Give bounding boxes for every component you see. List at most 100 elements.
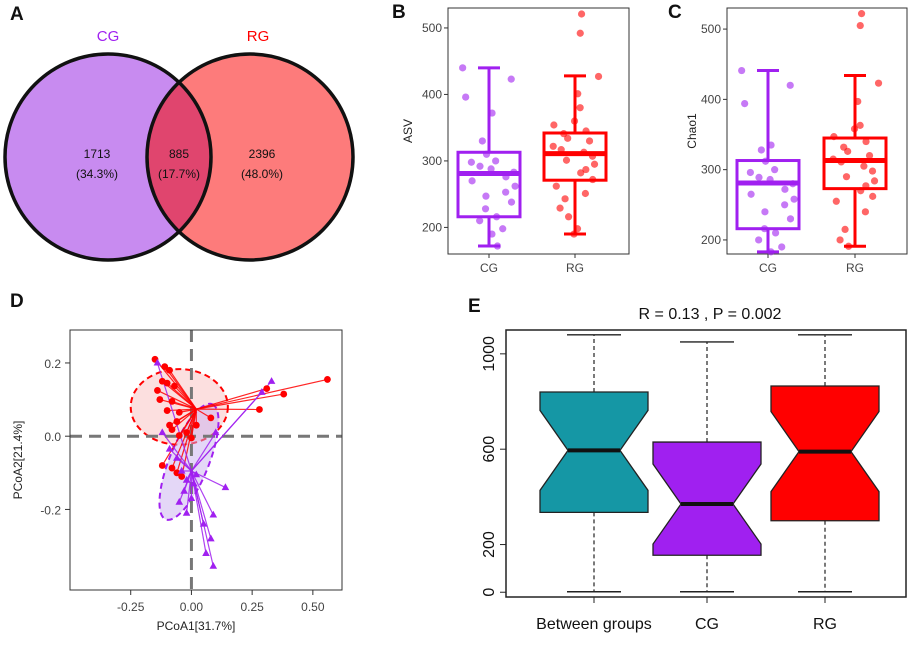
- spider-line: [173, 385, 197, 410]
- data-point: [549, 142, 557, 150]
- venn-overlap-region: [147, 82, 211, 232]
- y-tick-label: 500: [422, 21, 442, 35]
- data-point: [830, 133, 838, 141]
- spider-line: [190, 470, 214, 516]
- x-tick-label: RG: [846, 261, 864, 275]
- panel-label-a: A: [10, 4, 24, 25]
- rg-sample-point: [168, 398, 176, 405]
- data-point: [550, 121, 558, 129]
- data-point: [755, 236, 763, 244]
- rg-sample-point: [280, 390, 288, 398]
- data-point: [582, 127, 590, 135]
- panel-label-b: B: [392, 2, 406, 23]
- data-point: [741, 99, 749, 108]
- y-tick-label: -0.2: [40, 503, 61, 517]
- y-tick-label: 600: [481, 436, 498, 463]
- cg-sample-point: [209, 510, 218, 518]
- data-point: [767, 141, 775, 149]
- cg-sample-point: [209, 561, 218, 569]
- data-point: [761, 208, 769, 216]
- data-point: [577, 10, 586, 18]
- data-point: [576, 29, 584, 37]
- cg-sample-point: [202, 549, 210, 556]
- spider-line: [190, 432, 217, 472]
- data-point: [557, 146, 565, 154]
- data-point: [836, 236, 844, 244]
- data-point: [502, 188, 510, 196]
- venn-set-label-rg: RG: [247, 28, 270, 45]
- panel-label-d: D: [10, 291, 24, 312]
- cg-sample-point: [207, 534, 215, 542]
- rg-sample-point: [173, 469, 181, 477]
- data-point: [767, 248, 775, 256]
- data-point: [761, 157, 770, 165]
- data-point: [561, 195, 569, 203]
- cg-sample-point: [267, 377, 276, 384]
- cg-sample-point: [173, 453, 181, 461]
- data-point: [492, 157, 500, 165]
- y-tick-label: 300: [422, 154, 442, 168]
- spider-line: [171, 400, 197, 410]
- venn-diagram: CG RG 1713 (34.3%) 885 (17.7%) 2396 (48.…: [3, 28, 355, 262]
- venn-overlap-count: 885: [169, 147, 189, 161]
- data-point: [507, 75, 515, 83]
- cg-sample-point: [182, 475, 191, 483]
- data-point: [582, 165, 590, 174]
- data-point: [577, 169, 585, 177]
- data-point: [562, 156, 571, 164]
- venn-rg-only-count: 2396: [249, 147, 276, 161]
- data-point: [476, 217, 484, 225]
- data-point: [590, 160, 599, 168]
- cg-sample-point: [182, 508, 191, 516]
- x-tick-label: Between groups: [536, 616, 652, 633]
- data-point: [860, 162, 868, 170]
- rg-sample-point: [156, 396, 164, 403]
- data-point: [493, 242, 502, 250]
- data-point: [869, 192, 877, 200]
- data-point: [589, 175, 597, 184]
- data-point: [844, 242, 853, 250]
- y-tick-label: 1000: [481, 336, 498, 372]
- spider-line: [161, 432, 192, 472]
- data-point: [482, 150, 491, 158]
- cg-sample-point: [211, 428, 220, 436]
- y-tick-label: 400: [701, 92, 721, 106]
- y-tick-label: 0: [481, 588, 498, 597]
- rg-sample-point: [263, 385, 271, 392]
- x-tick-label: 0.50: [301, 600, 325, 614]
- data-point: [487, 165, 495, 173]
- data-point: [476, 162, 484, 170]
- data-point: [771, 229, 780, 237]
- plot-frame: [447, 7, 630, 255]
- rg-sample-point: [175, 408, 183, 416]
- cg-sample-point: [153, 358, 162, 366]
- venn-set-label-cg: CG: [97, 28, 120, 45]
- data-point: [870, 177, 879, 185]
- data-point: [757, 146, 765, 154]
- data-point: [492, 213, 501, 221]
- data-point: [781, 201, 789, 209]
- data-point: [488, 230, 496, 238]
- data-point: [844, 147, 852, 155]
- y-tick-label: 300: [701, 163, 721, 177]
- asv-boxplot: 200 300 400 500 ASV CG RG: [401, 7, 630, 275]
- data-point: [502, 173, 510, 181]
- data-point: [868, 167, 877, 175]
- cg-sample-point: [192, 470, 201, 478]
- rg-sample-point: [192, 421, 200, 429]
- venn-outline-rg: [145, 52, 355, 262]
- spider-line: [190, 391, 263, 472]
- rg-sample-point: [168, 426, 176, 434]
- data-point: [467, 158, 475, 166]
- rg-sample-point: [168, 464, 176, 472]
- venn-cg-only-percent: (34.3%): [76, 167, 118, 181]
- venn-overlap-percent: (17.7%): [158, 167, 200, 181]
- y-tick-label: 500: [701, 22, 721, 36]
- data-point: [837, 158, 845, 166]
- data-point: [738, 66, 746, 75]
- data-point: [874, 79, 883, 87]
- panel-label-e: E: [468, 296, 481, 317]
- x-tick-label: 0.25: [240, 600, 264, 614]
- data-point: [481, 205, 490, 213]
- spider-line: [196, 393, 284, 410]
